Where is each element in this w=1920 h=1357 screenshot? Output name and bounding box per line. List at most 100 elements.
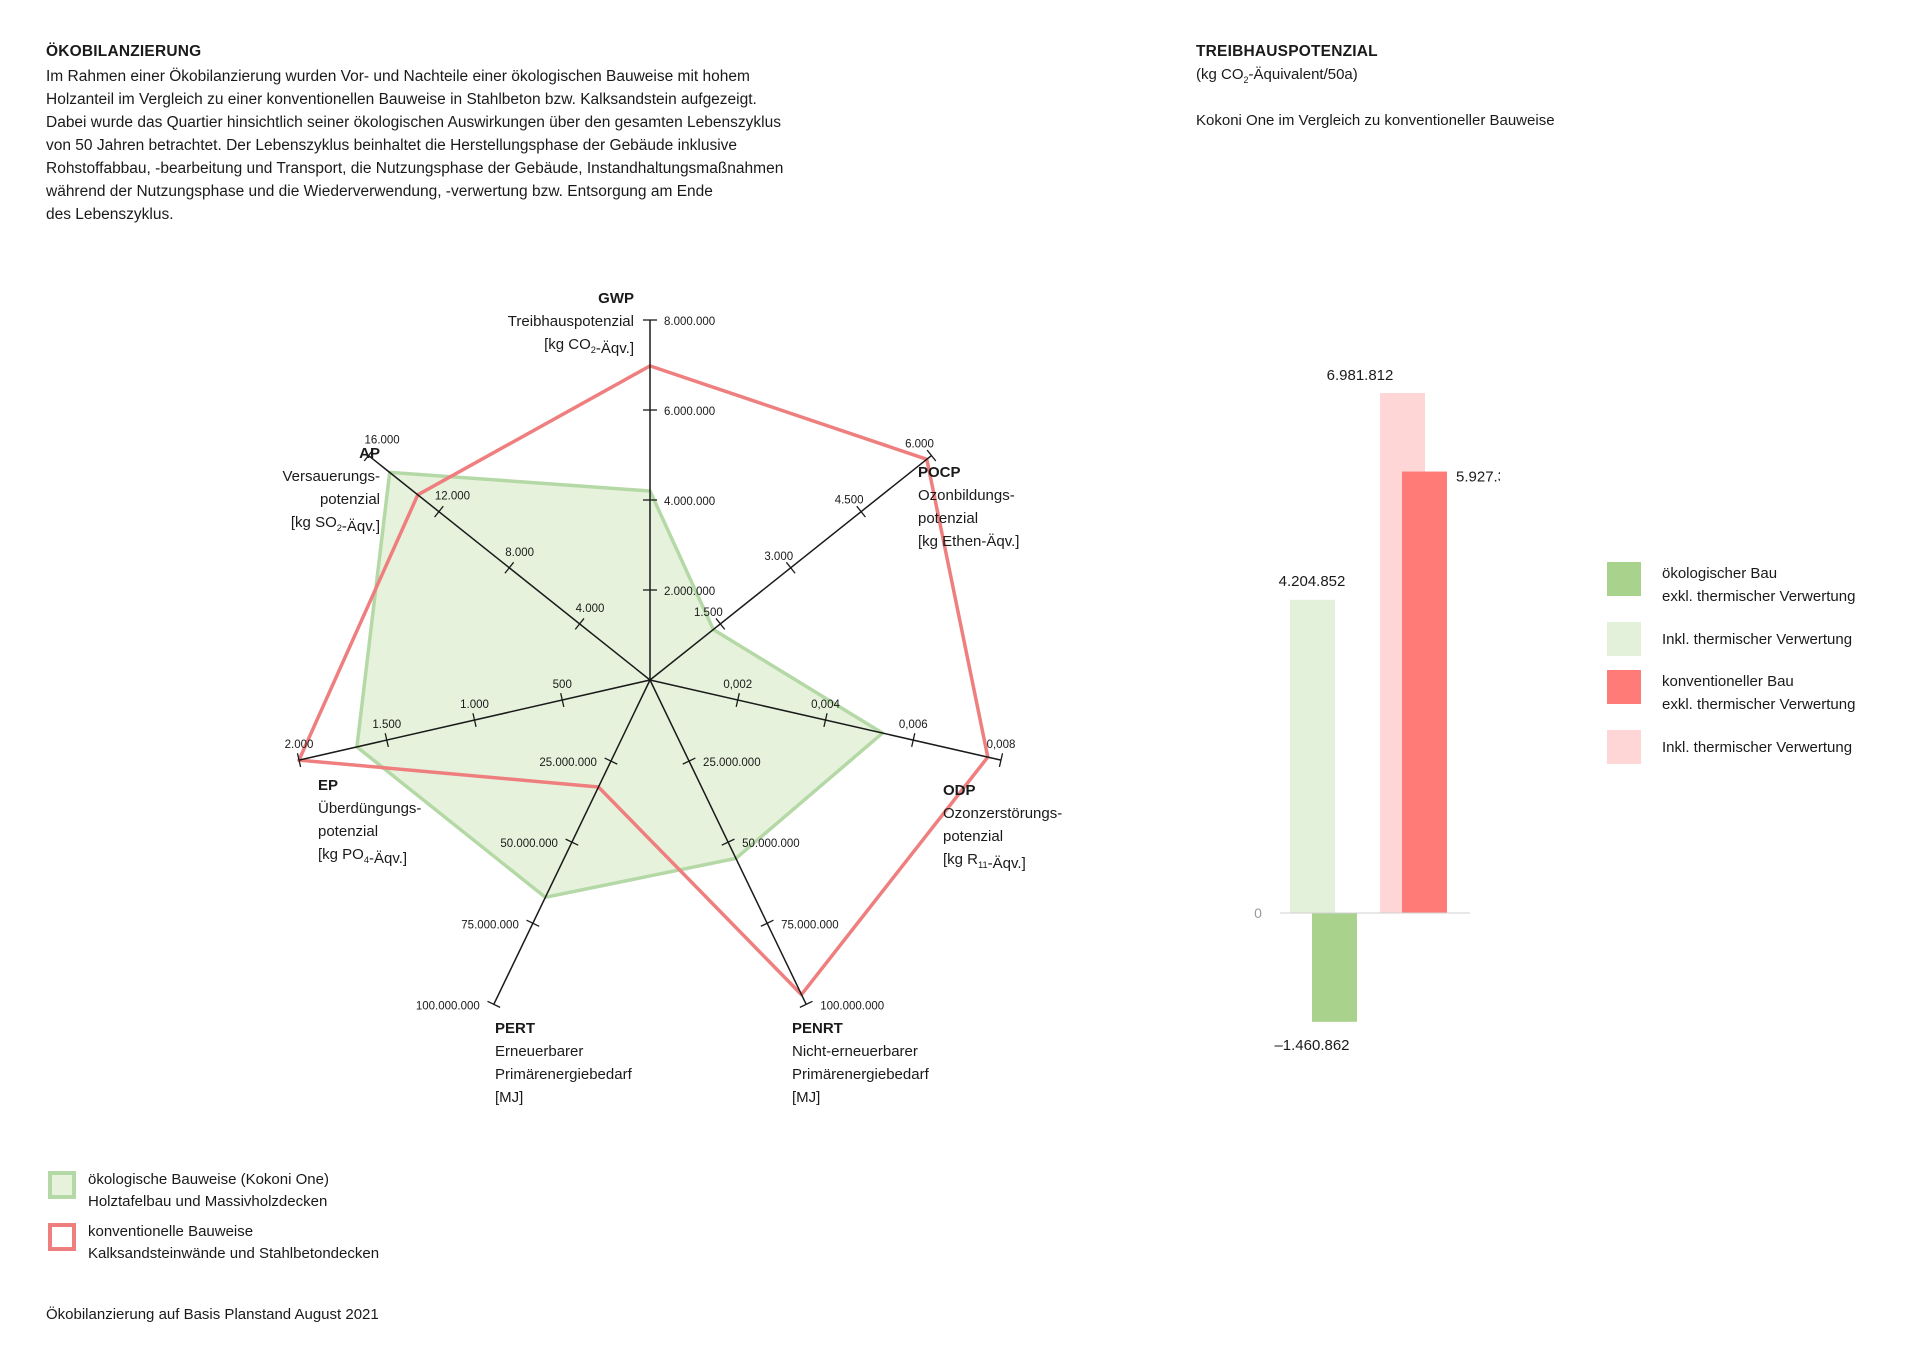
axis-tick-label: 4.500 [835,495,864,507]
radar-legend: ökologische Bauweise (Kokoni One) Holzta… [48,1169,379,1265]
axis-label-penrt: Nicht-erneuerbarer [792,1043,918,1060]
intro-line: während der Nutzungsphase und die Wieder… [46,183,713,200]
axis-label-ap: Versauerungs- [282,468,380,485]
axis-tick-label: 0,006 [899,719,928,731]
axis-tick-label: 12.000 [435,491,470,503]
axis-tick-label: 4.000.000 [664,496,715,508]
axis-tick [604,757,618,765]
axis-tick [799,1000,813,1008]
axis-label-odp: Ozonzerstörungs- [943,805,1062,822]
axis-tick-label: 1.500 [372,719,401,731]
axis-tick [785,561,796,574]
bar-value-label: 4.204.852 [1279,573,1346,590]
bar-chart-unit: (kg CO2-Äquivalent/50a) [1196,66,1358,85]
series-area-oekologisch [355,470,885,900]
axis-tick [363,449,374,462]
axis-tick-label: 75.000.000 [461,919,519,931]
axis-tick [574,618,585,630]
axis-tick-label: 8.000.000 [664,316,715,328]
legend-item-konventionell: konventionelle Bauweise Kalksandsteinwän… [48,1221,379,1265]
legend-label: ökologische Bauweise (Kokoni One) [88,1171,329,1188]
axis-label-gwp: [kg CO2-Äqv.] [544,336,634,357]
bar-legend-item: ökologischer Bau exkl. thermischer Verwe… [1607,562,1855,608]
axis-tick [715,618,726,630]
axis-label-ep: [kg PO4-Äqv.] [318,846,407,867]
bar-value-label: 5.927.300 [1456,469,1500,486]
axis-label-pert: Erneuerbarer [495,1043,583,1060]
axis-tick [760,919,774,927]
intro-line: Rohstoffabbau, -bearbeitung und Transpor… [46,160,784,177]
axis-tick [565,838,579,846]
axis-tick-label: 8.000 [505,547,534,559]
axis-label-penrt: Primärenergiebedarf [792,1066,930,1083]
intro-line: Dabei wurde das Quartier hinsichtlich se… [46,114,781,131]
intro-title: ÖKOBILANZIERUNG [46,43,202,60]
axis-tick-label: 50.000.000 [742,838,800,850]
axis-tick-label: 50.000.000 [500,838,558,850]
axis-label-ap: [kg SO2-Äqv.] [291,514,380,535]
axis-tick [823,713,828,728]
axis-tick-label: 6.000.000 [664,406,715,418]
legend-item-oekologisch: ökologische Bauweise (Kokoni One) Holzta… [48,1169,379,1213]
bar-legend: ökologischer Bau exkl. thermischer Verwe… [1607,562,1855,764]
axis-code-odp: ODP [943,782,976,799]
bar-chart: 0 4.204.852 –1.460.862 6.981.812 5.927.300 [1254,367,1500,1054]
legend-label: exkl. thermischer Verwertung [1662,588,1856,605]
axis-tick [472,713,477,728]
axis-tick [998,753,1004,768]
bar-chart-title: TREIBHAUSPOTENZIAL [1196,43,1378,60]
axis-tick [487,1000,501,1008]
axis-tick [682,757,696,765]
intro-line: des Lebenszyklus. [46,206,174,223]
legend-swatch [1607,622,1641,656]
axis-label-pert: [MJ] [495,1089,523,1106]
axis-label-gwp: Treibhauspotenzial [508,313,634,330]
legend-label: ökologischer Bau [1662,565,1778,582]
axis-tick [926,449,937,462]
series-outline-konventionell [297,364,990,997]
axis-tick-label: 25.000.000 [703,757,761,769]
axis-code-gwp: GWP [598,290,634,307]
bar-3 [1402,471,1447,913]
zero-label: 0 [1254,905,1262,921]
legend-swatch [48,1171,76,1199]
legend-label: exkl. thermischer Verwertung [1662,696,1856,713]
axis-label-ep: potenzial [318,823,378,840]
axis-label-ep: Überdüngungs- [318,799,421,817]
legend-swatch [1607,562,1641,596]
legend-label: Kalksandsteinwände und Stahlbetondecken [88,1245,380,1262]
axis-tick [911,733,916,748]
intro-line: Holzanteil im Vergleich zu einer konvent… [46,91,757,108]
bar-legend-item: Inkl. thermischer Verwertung [1607,730,1855,764]
axis-code-penrt: PENRT [792,1020,843,1037]
axis-tick-label: 1.000 [460,699,489,711]
axis-label-penrt: [MJ] [792,1089,820,1106]
axis-tick-label: 500 [553,679,572,691]
axis-code-pocp: POCP [918,464,961,481]
axis-tick [384,733,389,748]
axis-tick-label: 2.000 [285,739,314,751]
axis-tick [434,505,444,518]
bar-legend-item: Inkl. thermischer Verwertung [1607,622,1855,656]
axis-label-pert: Primärenergiebedarf [495,1066,633,1083]
axis-tick-label: 6.000 [905,439,934,451]
axis-label-pocp: Ozonbildungs- [918,487,1015,504]
bar-1 [1312,913,1357,1022]
intro-line: Im Rahmen einer Ökobilanzierung wurden V… [46,68,750,85]
axis-tick [721,838,735,846]
axis-tick-label: 4.000 [576,603,605,615]
axis-code-ap: AP [359,445,380,462]
bar-value-label: –1.460.862 [1274,1037,1349,1054]
legend-label: Holztafelbau und Massivholzdecken [88,1193,328,1210]
intro-line: von 50 Jahren betrachtet. Der Lebenszykl… [46,137,738,154]
bar-legend-item: konventioneller Bau exkl. thermischer Ve… [1607,670,1855,716]
axis-tick-label: 0,002 [723,679,752,691]
axis-label-odp: [kg R11-Äqv.] [943,851,1026,872]
axis-tick-label: 16.000 [365,435,400,447]
bar-0 [1290,599,1335,913]
axis-code-pert: PERT [495,1020,535,1037]
axis-tick-label: 3.000 [764,551,793,563]
axis-label-ap: potenzial [320,491,380,508]
axis-label-pocp: [kg Ethen-Äqv.] [918,533,1019,550]
axis-tick-label: 100.000.000 [820,1000,884,1012]
